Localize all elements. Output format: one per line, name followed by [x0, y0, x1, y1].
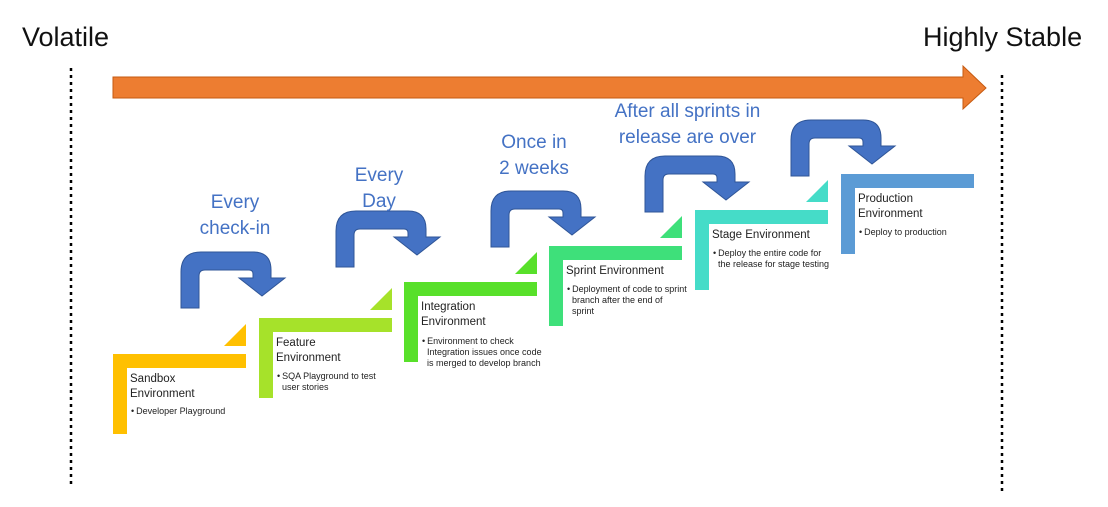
volatile-label: Volatile	[22, 22, 110, 52]
integration-title: Integration Environment	[421, 301, 486, 328]
integration-step-corner	[515, 252, 537, 274]
feature-title: Feature Environment	[276, 337, 341, 364]
frequency-every-check-in: Every check-in	[199, 192, 271, 239]
stage-title: Stage Environment	[712, 229, 810, 241]
sandbox-bullet: Developer Playground	[130, 406, 248, 417]
highly-stable-label: Highly Stable	[923, 22, 1083, 52]
stage-bullet: Deploy the entire code for the release f…	[712, 248, 830, 270]
frequency-after-all-sprints: After all sprints in release are over	[614, 101, 761, 148]
volatility-arrow	[112, 64, 987, 111]
production-step-frame	[841, 174, 974, 254]
sprint-bullet: Deployment of code to sprint branch afte…	[566, 284, 687, 317]
arrow-every-day-icon	[335, 210, 442, 268]
integration-bullet: Environment to check Integration issues …	[421, 336, 542, 369]
feature-step-corner	[370, 288, 392, 310]
sandbox-title: Sandbox Environment	[130, 373, 195, 400]
arrow-check-in-icon	[180, 251, 287, 309]
production-bullet: Deploy to production	[858, 227, 976, 238]
sandbox-step-frame	[113, 354, 246, 434]
feature-step-frame	[259, 318, 392, 398]
sandbox-step-corner	[224, 324, 246, 346]
integration-step-frame	[404, 282, 537, 362]
feature-bullet: SQA Playground to test user stories	[276, 371, 392, 393]
stage-step-frame	[695, 210, 828, 290]
stage-step-corner	[806, 180, 828, 202]
sprint-step-corner	[660, 216, 682, 238]
arrow-two-weeks-icon	[490, 190, 597, 248]
frequency-every-day: Every Day	[354, 165, 404, 212]
production-title: Production Environment	[858, 193, 923, 220]
sprint-title: Sprint Environment	[566, 265, 664, 277]
frequency-once-in-2-weeks: Once in 2 weeks	[499, 132, 569, 179]
arrow-production-icon	[790, 119, 897, 177]
arrow-after-sprints-icon	[644, 155, 751, 213]
sprint-step-frame	[549, 246, 682, 326]
